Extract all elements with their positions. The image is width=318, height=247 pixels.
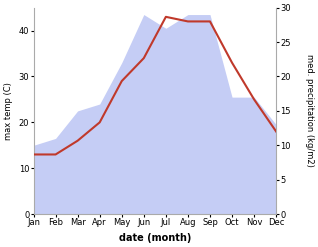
Y-axis label: max temp (C): max temp (C) — [4, 82, 13, 140]
Y-axis label: med. precipitation (kg/m2): med. precipitation (kg/m2) — [305, 54, 314, 167]
X-axis label: date (month): date (month) — [119, 233, 191, 243]
